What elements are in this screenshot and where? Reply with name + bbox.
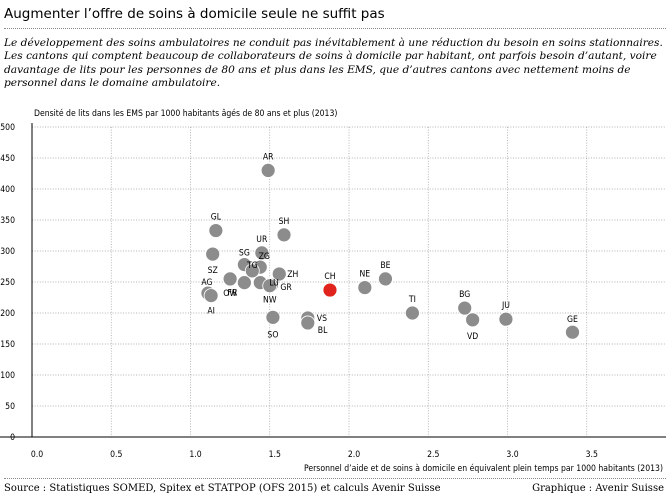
x-tick-label: 2.0 <box>348 450 360 460</box>
data-point-ju <box>498 311 514 327</box>
x-tick-label: 1.0 <box>189 450 201 460</box>
chart-subtitle: Le développement des soins ambulatoires … <box>4 37 663 90</box>
point-label: NE <box>360 270 371 280</box>
data-point-ai <box>203 288 219 304</box>
data-point-zh <box>271 266 287 282</box>
point-label: SZ <box>208 266 218 276</box>
point-label: ZG <box>259 252 270 262</box>
point-label: GE <box>567 315 578 325</box>
point-label: TI <box>408 295 416 305</box>
point-label: AG <box>201 278 212 288</box>
y-tick-label: 250 <box>0 278 15 288</box>
data-point-so <box>265 309 281 325</box>
point-label: GL <box>211 213 222 223</box>
data-point-vd <box>465 312 481 328</box>
title-divider <box>4 28 666 29</box>
y-tick-label: 100 <box>0 371 15 381</box>
point-label: TG <box>246 261 258 271</box>
x-tick-label: 0.0 <box>31 450 43 460</box>
data-point-ow <box>222 271 238 287</box>
data-point-sz <box>205 246 221 262</box>
point-layer <box>200 162 580 340</box>
x-tick-label: 3.0 <box>506 450 518 460</box>
graphic-credit: Graphique : Avenir Suisse <box>532 483 664 494</box>
data-point-ch <box>322 282 338 298</box>
y-tick-label: 50 <box>5 402 15 412</box>
point-label: FR <box>228 289 238 299</box>
point-label: AR <box>263 152 274 162</box>
point-label: VD <box>467 332 478 342</box>
data-point-bl <box>300 315 316 331</box>
point-label: ZH <box>287 270 298 280</box>
data-point-fr <box>236 275 252 291</box>
data-point-be <box>378 271 393 287</box>
point-label: JU <box>501 301 510 311</box>
data-point-ge <box>565 324 580 340</box>
point-label: SG <box>239 249 250 259</box>
grid-layer <box>32 126 666 437</box>
point-label: BG <box>459 290 470 300</box>
point-label: VS <box>317 314 327 324</box>
point-label: UR <box>256 235 268 245</box>
point-label: BL <box>318 326 328 336</box>
y-tick-label: 150 <box>0 340 15 350</box>
y-tick-label: 350 <box>0 216 15 226</box>
point-label: AI <box>207 307 215 317</box>
y-tick-label: 400 <box>0 185 15 195</box>
data-point-ne <box>357 280 373 295</box>
y-axis-label: Densité de lits dans les EMS par 1000 ha… <box>34 108 337 119</box>
point-label: OW <box>223 289 237 299</box>
y-tick-label: 500 <box>0 123 15 133</box>
x-tick-label: 0.5 <box>110 450 122 460</box>
footer-divider <box>4 478 666 479</box>
x-tick-label: 1.5 <box>269 450 281 460</box>
point-label: SH <box>279 217 290 227</box>
data-point-ur <box>254 245 270 261</box>
x-tick-label: 2.5 <box>427 450 439 460</box>
point-label: BE <box>380 261 390 271</box>
y-tick-label: 200 <box>0 309 15 319</box>
data-point-ar <box>260 162 276 178</box>
x-axis-label: Personnel d’aide et de soins à domicile … <box>304 463 663 474</box>
axis-layer: Densité de lits dans les EMS par 1000 ha… <box>0 108 666 474</box>
point-label: SO <box>267 330 278 340</box>
source-note: Source : Statistiques SOMED, Spitex et S… <box>4 483 441 494</box>
data-point-gl <box>208 223 224 238</box>
data-point-sh <box>276 227 292 243</box>
y-tick-label: 300 <box>0 247 15 257</box>
chart-title: Augmenter l’offre de soins à domicile se… <box>4 6 385 22</box>
data-point-bg <box>457 300 473 316</box>
x-tick-label: 3.5 <box>586 450 598 460</box>
point-label: NW <box>263 296 277 306</box>
point-label: LU <box>269 279 279 289</box>
data-point-nw <box>262 278 278 294</box>
point-label: GR <box>280 283 292 293</box>
data-point-ti <box>404 305 420 321</box>
y-tick-label: 450 <box>0 154 15 164</box>
y-tick-label: 0 <box>10 433 15 443</box>
data-point-tg <box>244 263 260 279</box>
point-label: CH <box>324 272 335 282</box>
